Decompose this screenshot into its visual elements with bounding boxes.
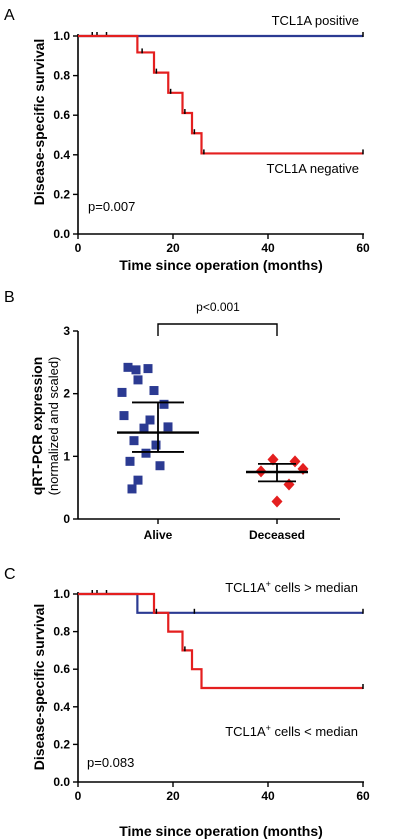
panel-a-pvalue: p=0.007 <box>88 199 135 214</box>
panel-b-point-alive <box>129 436 139 446</box>
panel-b-point-alive <box>133 475 143 485</box>
panel-c-x-tick-label: 60 <box>356 789 370 803</box>
panel-a-y-tick-label: 0.6 <box>53 108 70 122</box>
panel-c-legend-high-main: TCL1A <box>225 580 266 595</box>
panel-b-point-alive <box>123 362 133 372</box>
panel-b-ylabel-sub: (normalized and scaled) <box>46 357 61 496</box>
panel-b-point-alive <box>127 484 137 494</box>
panel-c-x-tick-label: 20 <box>166 789 180 803</box>
panel-a-x-tick-label: 20 <box>166 241 180 255</box>
panel-a-ylabel: Disease-specific survival <box>31 39 47 206</box>
panel-b-point-alive <box>133 375 143 385</box>
panel-b-point-alive <box>149 386 159 396</box>
panel-c-xlabel: Time since operation (months) <box>119 823 323 839</box>
panel-b-point-deceased <box>271 495 283 508</box>
panel-b-point-alive <box>151 440 161 450</box>
panel-b-point-alive <box>139 423 149 433</box>
panel-b-significance-bracket <box>157 323 278 336</box>
panel-c-legend-high-sup: + <box>266 579 271 589</box>
panel-b-y-tick-label: 2 <box>63 387 70 401</box>
panel-b-point-alive <box>163 422 173 432</box>
panel-c-y-tick-label: 0.8 <box>53 625 70 639</box>
panel-c-series-1-curve <box>78 592 363 690</box>
panel-c-x-tick-label: 40 <box>261 789 275 803</box>
panel-b-pvalue: p<0.001 <box>196 300 240 314</box>
panel-c-y-tick-label: 1.0 <box>53 587 70 601</box>
panel-c-axes: 0.0 0.2 0.4 0.6 0.8 1.0 0 20 40 60 <box>53 587 370 803</box>
panel-c-legend-low-sup: + <box>266 723 271 733</box>
panel-a-axes: 0.0 0.2 0.4 0.6 0.8 1.0 0 20 40 60 <box>53 29 370 255</box>
panel-a-series-1-curve <box>78 34 363 155</box>
panel-b-x-tick-label: Deceased <box>249 528 305 542</box>
panel-a-x-tick-label: 0 <box>75 241 82 255</box>
panel-a-y-tick-label: 1.0 <box>53 29 70 43</box>
panel-a-legend-positive: TCL1A positive <box>272 13 359 28</box>
panel-c-legend-high: TCL1A+ cells > median <box>225 579 358 595</box>
panel-c-legend-low: TCL1A+ cells < median <box>225 723 358 739</box>
panel-c-chart: Disease-specific survival Time since ope… <box>31 579 370 839</box>
panel-c-pvalue: p=0.083 <box>87 755 134 770</box>
panel-b-point-alive <box>117 387 127 397</box>
panel-a-x-tick-label: 60 <box>356 241 370 255</box>
panel-b-point-alive <box>131 365 141 375</box>
panel-letter-a: A <box>4 7 15 24</box>
panel-b-y-tick-label: 0 <box>63 512 70 526</box>
panel-c-legend-high-rest: cells > median <box>271 580 358 595</box>
panel-b-axes: 0 1 2 3 Alive Deceased <box>63 324 340 542</box>
panel-b-y-tick-label: 1 <box>63 449 70 463</box>
panel-b-point-deceased <box>289 455 301 468</box>
panel-letter-b: B <box>4 289 15 306</box>
panel-b-ylabel: qRT-PCR expression <box>29 357 45 495</box>
panel-a-legend-negative: TCL1A negative <box>266 161 359 176</box>
panel-b-plot <box>117 323 309 508</box>
panel-b-point-alive <box>141 448 151 458</box>
panel-c-y-tick-label: 0.2 <box>53 737 70 751</box>
panel-a-y-tick-label: 0.4 <box>53 148 70 162</box>
panel-b-point-alive <box>119 411 129 421</box>
panel-a-y-tick-label: 0.8 <box>53 69 70 83</box>
panel-b-point-deceased <box>267 453 279 466</box>
panel-a-chart: Disease-specific survival Time since ope… <box>31 13 370 273</box>
panel-c-legend-low-rest: cells < median <box>271 724 358 739</box>
panel-c-legend-low-main: TCL1A <box>225 724 266 739</box>
panel-c-y-tick-label: 0.0 <box>53 775 70 789</box>
panel-c-y-tick-label: 0.4 <box>53 700 70 714</box>
panel-b-point-alive <box>159 399 169 409</box>
panel-c-plot <box>78 590 364 690</box>
panel-b-point-alive <box>145 415 155 425</box>
panel-b-point-alive <box>125 456 135 466</box>
panel-b-y-tick-label: 3 <box>63 324 70 338</box>
panel-b-chart: qRT-PCR expression (normalized and scale… <box>29 300 340 542</box>
panel-c-ylabel: Disease-specific survival <box>31 604 47 771</box>
panel-c-x-tick-label: 0 <box>75 789 82 803</box>
panel-letter-c: C <box>4 566 16 583</box>
panel-a-y-tick-label: 0.2 <box>53 187 70 201</box>
panel-b-x-tick-label: Alive <box>144 528 173 542</box>
panel-a-xlabel: Time since operation (months) <box>119 257 323 273</box>
panel-c-series-0-curve <box>78 592 363 614</box>
panel-a-plot <box>78 32 364 155</box>
panel-c-y-tick-label: 0.6 <box>53 662 70 676</box>
panel-b-point-alive <box>155 461 165 471</box>
panel-b-point-deceased <box>283 478 295 491</box>
panel-a-y-tick-label: 0.0 <box>53 227 70 241</box>
panel-b-point-alive <box>143 364 153 374</box>
panel-a-x-tick-label: 40 <box>261 241 275 255</box>
